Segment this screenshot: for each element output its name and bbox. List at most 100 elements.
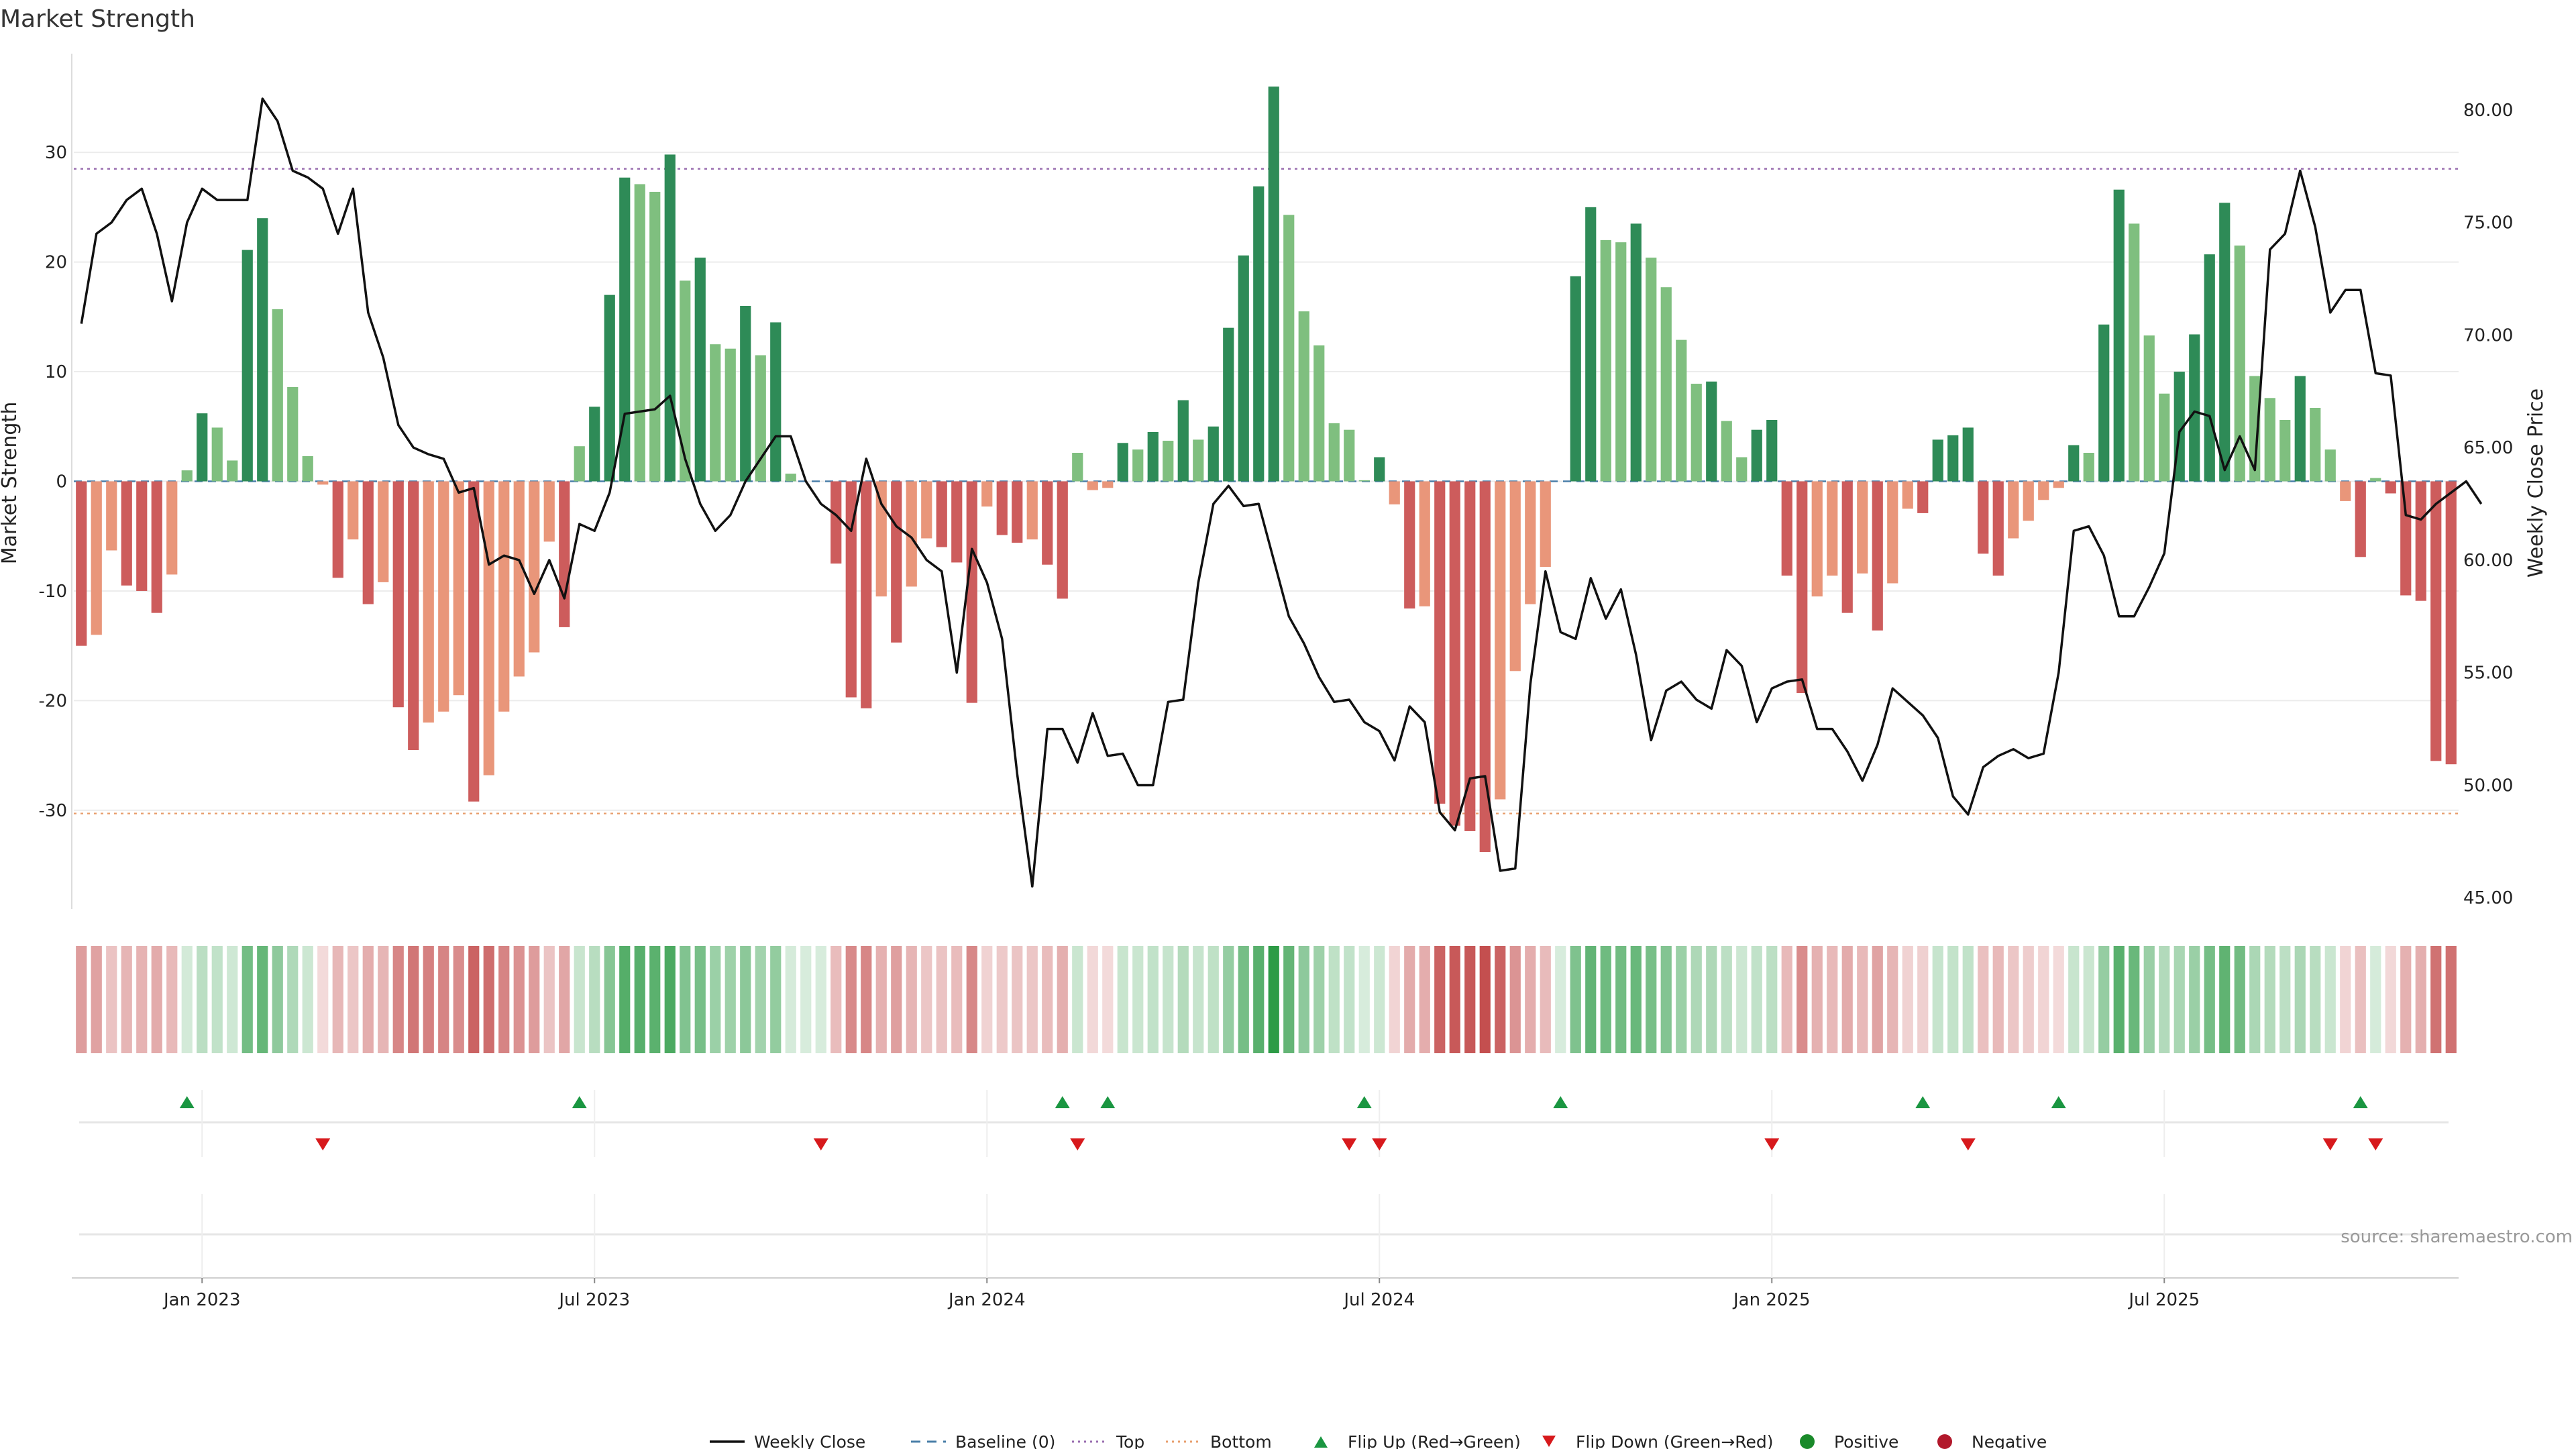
strength-bar [2310, 407, 2321, 482]
heatmap-cell [1978, 946, 1989, 1053]
strength-bar [287, 386, 299, 482]
flip-up-marker [179, 1096, 195, 1108]
heatmap-cell [1313, 946, 1325, 1053]
strength-bar [378, 481, 389, 582]
heatmap-cell [1102, 946, 1114, 1053]
heatmap-cell [619, 946, 631, 1053]
strength-bars [76, 87, 2457, 852]
heatmap-cell [1434, 946, 1446, 1053]
strength-bar [392, 481, 404, 708]
heatmap-cell [332, 946, 343, 1053]
y-tick-label: -10 [39, 582, 67, 602]
strength-bar [543, 481, 555, 542]
strength-bar [755, 355, 766, 482]
x-tick-label: Jan 2024 [947, 1290, 1026, 1310]
strength-bar [634, 184, 645, 482]
strength-bar [1464, 481, 1476, 831]
strength-bar [1872, 481, 1883, 631]
strength-bar [257, 218, 268, 482]
strength-bar [1887, 481, 1898, 584]
strength-bar [529, 481, 540, 653]
strength-bar [1540, 481, 1551, 567]
strength-bar [906, 481, 917, 587]
heatmap-cell [1147, 946, 1159, 1053]
legend-item: Weekly Close [710, 1432, 865, 1449]
strength-bar [724, 348, 736, 482]
legend-item: Top [1072, 1432, 1144, 1449]
y-tick-label: 0 [56, 472, 67, 492]
heatmap-cell [2068, 946, 2080, 1053]
y-tick-label: 20 [45, 253, 67, 273]
x-tick-label: Jul 2024 [1342, 1290, 1415, 1310]
legend: Weekly Close Baseline (0) Top Bottom Flip Up… [710, 1432, 2047, 1449]
heatmap-cell [392, 946, 404, 1053]
heatmap-cell [378, 946, 389, 1053]
legend-swatch [1937, 1434, 1952, 1449]
heatmap-cell [2113, 946, 2125, 1053]
heatmap-cell [136, 946, 148, 1053]
strength-bar [1026, 481, 1038, 540]
heatmap-cell [166, 946, 178, 1053]
legend-label: Flip Down (Green→Red) [1576, 1432, 1774, 1449]
heatmap-cell [1163, 946, 1174, 1053]
heatmap-cell [1495, 946, 1506, 1053]
strength-bar [1449, 481, 1460, 826]
strength-bar [1012, 481, 1023, 543]
heatmap-cell [1887, 946, 1898, 1053]
legend-label: Bottom [1210, 1432, 1272, 1449]
heatmap-cell [2219, 946, 2231, 1053]
heatmap-cell [2445, 946, 2457, 1053]
heatmap-cell [272, 946, 283, 1053]
heatmap-cell [1026, 946, 1038, 1053]
strength-bar [2143, 335, 2155, 482]
heatmap-cell [2098, 946, 2110, 1053]
heatmap-cell [559, 946, 570, 1053]
strength-bar [1585, 207, 1597, 482]
heatmap-cell [1223, 946, 1234, 1053]
heatmap-cell [830, 946, 842, 1053]
heatmap-cell [423, 946, 434, 1053]
legend-item: Positive [1800, 1432, 1898, 1449]
strength-bar [649, 191, 661, 482]
heatmap-cell [755, 946, 766, 1053]
strength-bar [151, 481, 162, 613]
strength-bar [166, 481, 178, 575]
strength-bar [197, 413, 208, 482]
heatmap-cell [1646, 946, 1657, 1053]
heatmap-cell [1374, 946, 1385, 1053]
heatmap-cell [1706, 946, 1717, 1053]
heatmap-cell [2234, 946, 2245, 1053]
heatmap-cell [800, 946, 812, 1053]
strength-bar [2113, 189, 2125, 482]
heatmap-cell [951, 946, 963, 1053]
strength-bar [272, 309, 283, 482]
heatmap-cell [2415, 946, 2426, 1053]
heatmap-cell [649, 946, 661, 1053]
strength-bar [1374, 457, 1385, 482]
strength-bar [1193, 439, 1204, 482]
heatmap-cell [543, 946, 555, 1053]
heatmap-cell [1464, 946, 1476, 1053]
heatmap-cell [861, 946, 872, 1053]
heatmap-cell [1193, 946, 1204, 1053]
strength-bar [1177, 400, 1189, 482]
heatmap-cell [589, 946, 600, 1053]
heatmap-cell [1932, 946, 1943, 1053]
y2-tick-label: 55.00 [2463, 663, 2513, 684]
strength-bar [1525, 481, 1536, 604]
strength-bar [1495, 481, 1506, 800]
strength-bar [2279, 419, 2291, 482]
heatmap-cell [2083, 946, 2094, 1053]
weekly-close-line [80, 97, 2483, 888]
strength-bar [1690, 384, 1702, 482]
strength-bar [664, 154, 676, 482]
heatmap-cell [1358, 946, 1370, 1053]
strength-bar [498, 481, 510, 712]
heatmap-cell [91, 946, 102, 1053]
heatmap-cell [1283, 946, 1295, 1053]
flip-markers [72, 1090, 2459, 1279]
strength-bar [996, 481, 1008, 535]
strength-bar [1132, 449, 1144, 482]
strength-bar [317, 481, 329, 485]
y2-tick-label: 70.00 [2463, 325, 2513, 345]
